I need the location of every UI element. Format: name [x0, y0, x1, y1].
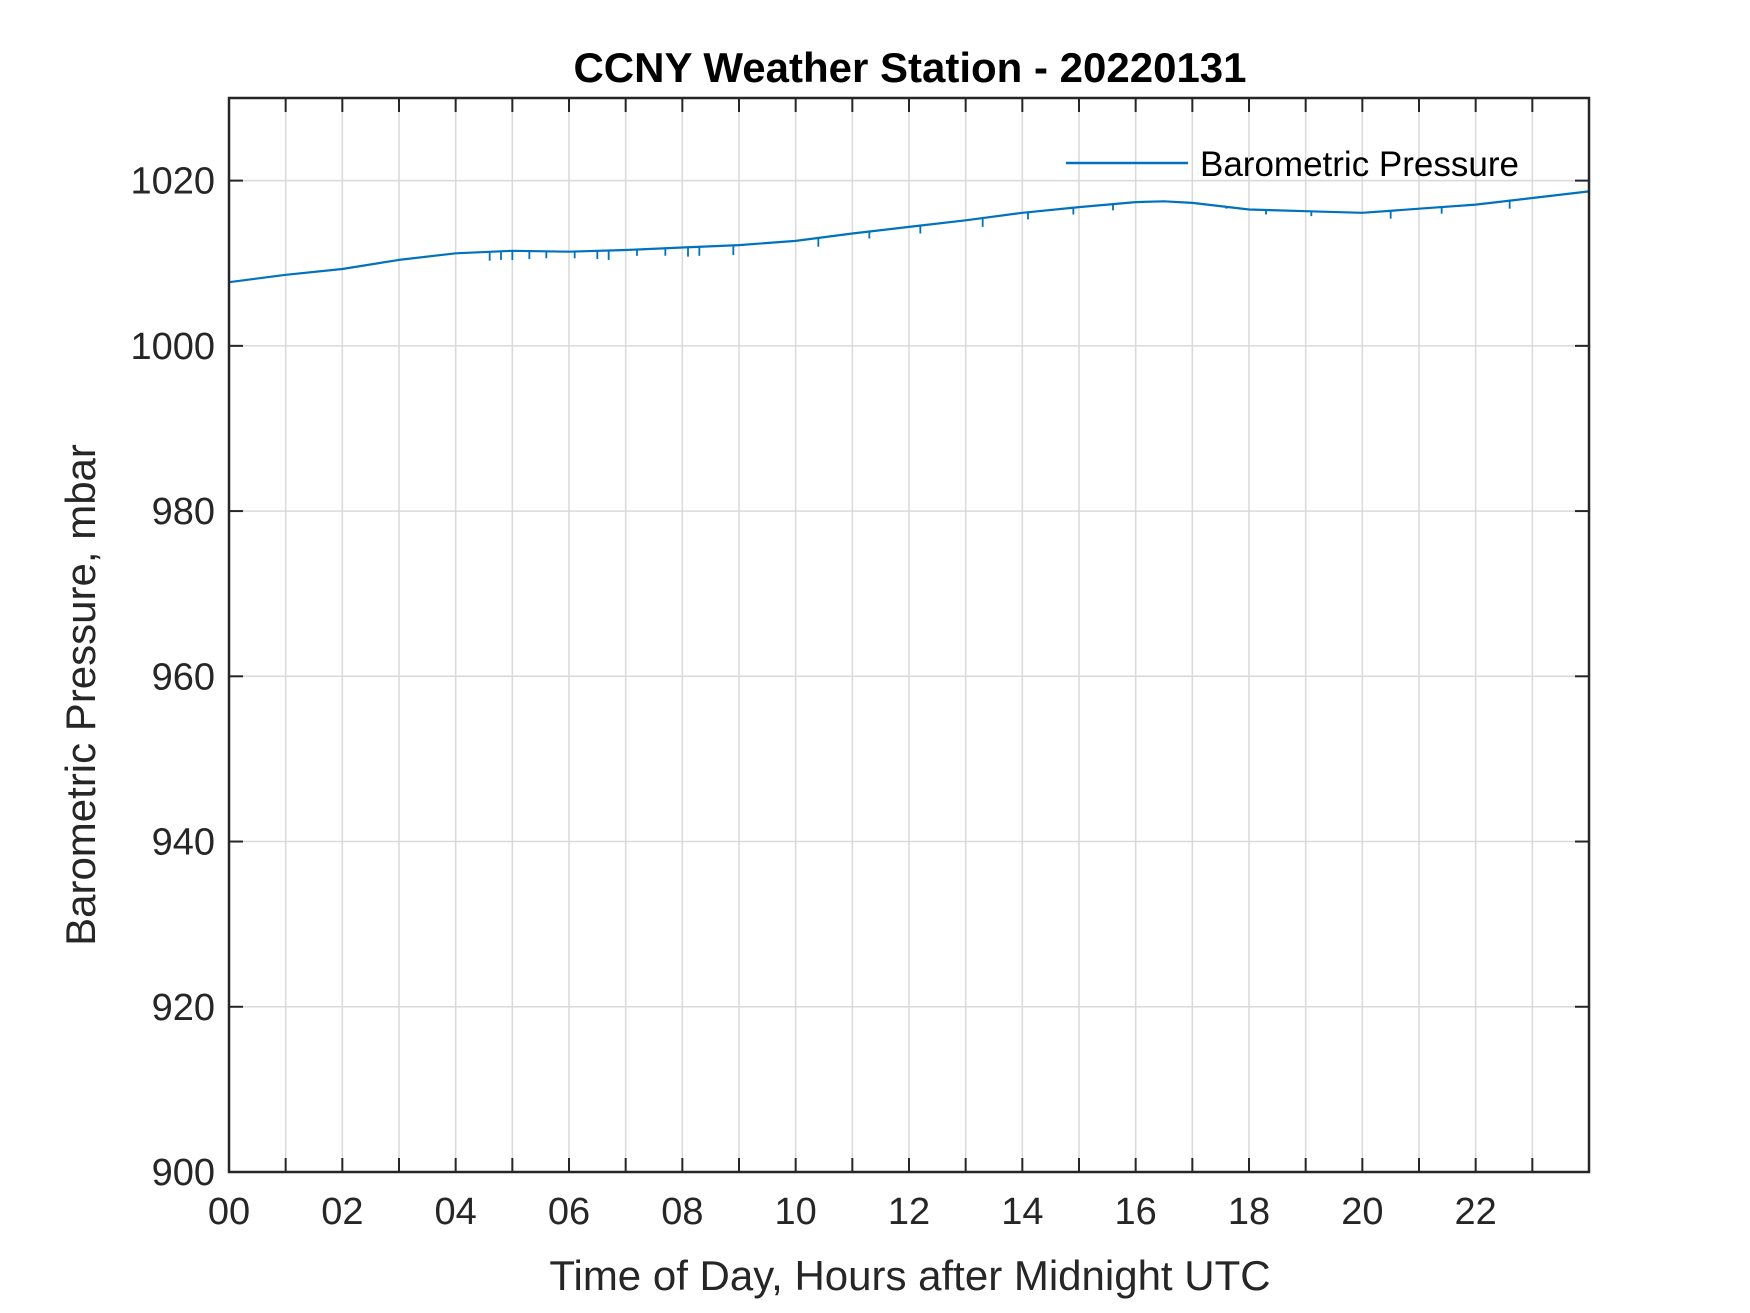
y-tick-label: 980 — [152, 491, 215, 533]
series-layer — [228, 190, 1590, 284]
plot-area: 00 02 04 06 08 10 12 14 16 18 20 22 900 920 940 960 980 1… — [130, 96, 1591, 1233]
y-tick-label: 960 — [152, 656, 215, 698]
series-line — [228, 190, 1590, 284]
x-tick-label: 06 — [548, 1191, 590, 1233]
x-tick-label: 08 — [661, 1191, 703, 1233]
y-tick-label: 940 — [152, 822, 215, 864]
x-tick-label: 16 — [1115, 1191, 1157, 1233]
legend: Barometric Pressure — [1066, 145, 1519, 184]
x-tick-label: 10 — [775, 1191, 817, 1233]
x-tick-label: 20 — [1341, 1191, 1383, 1233]
x-tick-label: 14 — [1001, 1191, 1043, 1233]
grid — [229, 98, 1589, 1172]
legend-label: Barometric Pressure — [1200, 145, 1519, 184]
y-tick-label: 1000 — [130, 326, 215, 368]
y-tick-label: 1020 — [130, 161, 215, 203]
chart-title: CCNY Weather Station - 20220131 — [573, 44, 1246, 91]
x-tick-label: 04 — [435, 1191, 477, 1233]
x-axis-label: Time of Day, Hours after Midnight UTC — [549, 1252, 1270, 1299]
x-tick-label: 02 — [321, 1191, 363, 1233]
x-tick-label: 22 — [1455, 1191, 1497, 1233]
x-tick-label: 00 — [208, 1191, 250, 1233]
y-axis-label: Barometric Pressure, mbar — [57, 444, 104, 946]
y-tick-label: 920 — [152, 987, 215, 1029]
x-tick-label: 12 — [888, 1191, 930, 1233]
x-tick-label: 18 — [1228, 1191, 1270, 1233]
y-tick-label: 900 — [152, 1152, 215, 1194]
ticks: 00 02 04 06 08 10 12 14 16 18 20 22 900 920 940 960 980 1… — [130, 98, 1589, 1233]
